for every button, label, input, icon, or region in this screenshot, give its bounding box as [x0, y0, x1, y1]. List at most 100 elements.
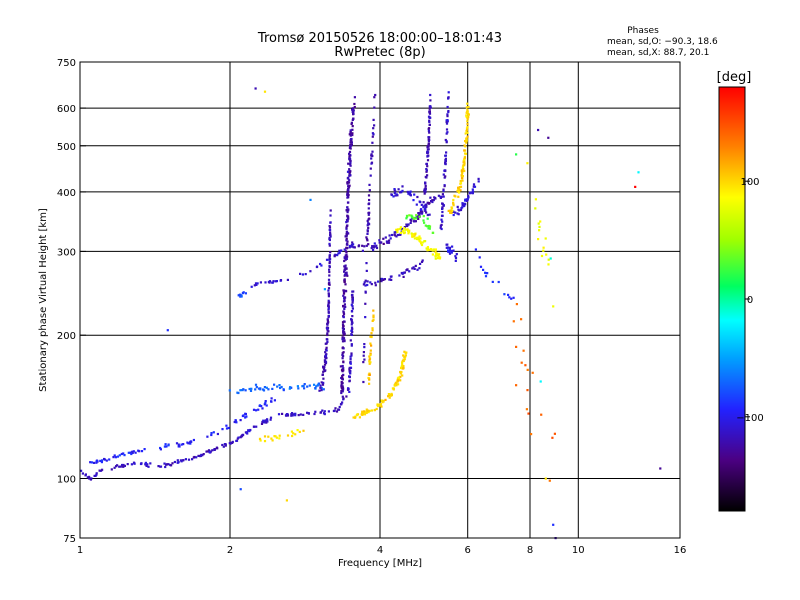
data-point [170, 464, 173, 467]
data-point [459, 189, 462, 192]
data-point [350, 329, 353, 332]
data-point [347, 181, 351, 184]
data-point [403, 358, 406, 361]
data-point [329, 233, 332, 236]
data-point [351, 298, 354, 301]
data-point [465, 199, 469, 203]
data-point [365, 244, 368, 247]
data-point [233, 420, 236, 424]
data-point [121, 465, 124, 468]
data-point [389, 237, 392, 240]
data-point [369, 281, 372, 284]
y-tick-label: 200 [57, 331, 76, 342]
data-point [319, 386, 322, 389]
data-point [346, 240, 349, 243]
data-point [534, 198, 537, 201]
data-point [397, 379, 400, 382]
data-point [429, 105, 432, 108]
data-point [394, 231, 397, 234]
data-point [398, 233, 402, 236]
data-point [422, 205, 425, 209]
data-point [322, 381, 325, 384]
data-point [159, 446, 162, 450]
data-point [544, 237, 547, 240]
data-point [382, 400, 385, 403]
data-point [399, 227, 402, 231]
data-point [515, 345, 518, 348]
data-point [342, 331, 345, 334]
data-point [368, 362, 371, 365]
data-point [337, 408, 340, 411]
data-point [164, 443, 167, 446]
data-point [368, 189, 371, 192]
data-point [239, 295, 242, 298]
data-point [257, 387, 261, 390]
x-tick-label: 16 [674, 545, 687, 556]
phase-box-line-o: mean, sd,O: −90.3, 18.6 [607, 37, 718, 47]
data-point [342, 329, 345, 332]
data-point [462, 168, 465, 171]
data-point [278, 434, 281, 437]
data-point [426, 217, 429, 220]
data-point [193, 455, 196, 459]
data-point [410, 219, 413, 222]
data-point [328, 237, 331, 240]
data-point [119, 465, 122, 468]
data-point [466, 131, 469, 134]
data-point [131, 451, 134, 454]
data-point [191, 458, 194, 461]
data-point [348, 168, 351, 171]
data-point [465, 127, 469, 130]
data-point [466, 108, 469, 112]
data-point [221, 428, 224, 431]
data-point [322, 370, 325, 373]
data-point [291, 434, 294, 438]
data-point [368, 382, 371, 385]
data-point [346, 206, 349, 209]
data-point [326, 340, 329, 343]
data-point [430, 200, 433, 203]
data-point [447, 97, 450, 100]
data-point [206, 435, 209, 438]
data-point [380, 399, 383, 402]
data-point [207, 449, 211, 452]
data-point [329, 209, 332, 212]
data-point [325, 338, 328, 341]
data-point [195, 456, 198, 459]
data-point [249, 389, 253, 392]
data-point [342, 351, 345, 354]
data-point [345, 395, 348, 398]
data-point [352, 109, 355, 112]
data-point [351, 108, 354, 111]
data-point [265, 404, 268, 407]
data-point [266, 419, 269, 422]
data-point [351, 241, 354, 244]
data-point [397, 376, 400, 379]
data-point [368, 198, 371, 202]
data-point [368, 355, 371, 358]
data-point [259, 439, 262, 442]
y-tick-label: 750 [57, 58, 76, 69]
data-point [351, 321, 354, 324]
data-point [147, 465, 150, 468]
data-point [459, 185, 463, 188]
data-point [362, 380, 365, 384]
data-point [368, 183, 371, 186]
data-point [241, 292, 244, 295]
data-point [465, 141, 468, 144]
data-point [345, 251, 348, 254]
data-point [424, 189, 427, 192]
data-point [421, 259, 424, 262]
data-point [371, 150, 374, 153]
data-point [227, 426, 230, 430]
data-point [344, 273, 347, 276]
data-point [537, 222, 540, 225]
data-point [463, 162, 466, 165]
data-point [328, 281, 331, 284]
data-point [257, 408, 260, 411]
data-point [522, 349, 525, 352]
data-point [450, 207, 454, 210]
data-point [89, 478, 92, 481]
data-point [340, 402, 343, 406]
